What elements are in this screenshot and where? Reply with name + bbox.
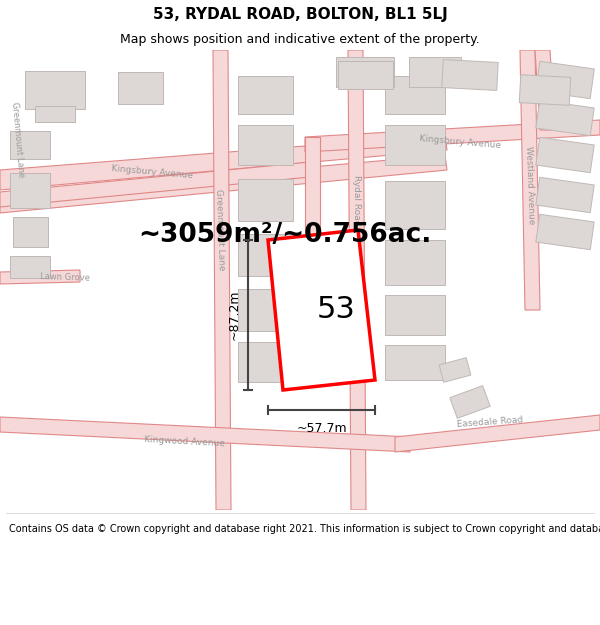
Polygon shape: [395, 415, 600, 452]
Text: Lawn Grove: Lawn Grove: [40, 272, 90, 282]
Text: Westland Avenue: Westland Avenue: [524, 146, 536, 224]
Polygon shape: [0, 417, 412, 452]
Polygon shape: [238, 125, 293, 165]
Text: Rydal Road: Rydal Road: [352, 175, 361, 225]
Polygon shape: [535, 50, 555, 130]
Polygon shape: [0, 135, 447, 190]
Polygon shape: [213, 50, 231, 510]
Polygon shape: [348, 50, 366, 510]
Polygon shape: [409, 57, 461, 87]
Polygon shape: [305, 120, 600, 152]
Polygon shape: [305, 137, 320, 250]
Polygon shape: [118, 72, 163, 104]
Polygon shape: [439, 357, 471, 382]
Text: Greenmount Lane: Greenmount Lane: [10, 102, 26, 178]
Text: Greenmount Lane: Greenmount Lane: [214, 189, 226, 271]
Polygon shape: [10, 173, 50, 208]
Text: Easedale Road: Easedale Road: [457, 415, 523, 429]
Polygon shape: [238, 342, 293, 382]
Polygon shape: [536, 214, 594, 250]
Text: ~3059m²/~0.756ac.: ~3059m²/~0.756ac.: [139, 222, 431, 248]
Polygon shape: [0, 270, 80, 284]
Polygon shape: [385, 76, 445, 114]
Polygon shape: [238, 76, 293, 114]
Text: ~57.7m: ~57.7m: [296, 421, 347, 434]
Polygon shape: [536, 138, 594, 172]
Text: 53: 53: [317, 296, 355, 324]
Polygon shape: [520, 50, 540, 310]
Polygon shape: [385, 181, 445, 229]
Text: ~87.2m: ~87.2m: [227, 290, 241, 340]
Polygon shape: [10, 256, 50, 278]
Polygon shape: [385, 344, 445, 379]
Polygon shape: [520, 75, 571, 105]
Polygon shape: [10, 131, 50, 159]
Polygon shape: [35, 106, 75, 122]
Polygon shape: [238, 179, 293, 221]
Polygon shape: [13, 217, 47, 247]
Polygon shape: [25, 71, 85, 109]
Polygon shape: [442, 59, 498, 91]
Polygon shape: [385, 295, 445, 335]
Text: 53, RYDAL ROAD, BOLTON, BL1 5LJ: 53, RYDAL ROAD, BOLTON, BL1 5LJ: [152, 6, 448, 21]
Polygon shape: [268, 230, 375, 390]
Polygon shape: [385, 239, 445, 284]
Polygon shape: [450, 386, 490, 418]
Text: Map shows position and indicative extent of the property.: Map shows position and indicative extent…: [120, 32, 480, 46]
Text: Kingsbury Avenue: Kingsbury Avenue: [111, 164, 193, 180]
Text: Kingwood Avenue: Kingwood Avenue: [145, 436, 226, 449]
Polygon shape: [238, 234, 293, 276]
Polygon shape: [337, 61, 392, 89]
Polygon shape: [536, 177, 594, 212]
Polygon shape: [0, 162, 310, 207]
Polygon shape: [536, 100, 594, 136]
Text: Contains OS data © Crown copyright and database right 2021. This information is : Contains OS data © Crown copyright and d…: [9, 524, 600, 534]
Polygon shape: [536, 61, 595, 99]
Polygon shape: [385, 125, 445, 165]
Polygon shape: [0, 155, 447, 213]
Polygon shape: [238, 289, 293, 331]
Text: Kingsbury Avenue: Kingsbury Avenue: [419, 134, 501, 150]
Polygon shape: [336, 57, 394, 87]
